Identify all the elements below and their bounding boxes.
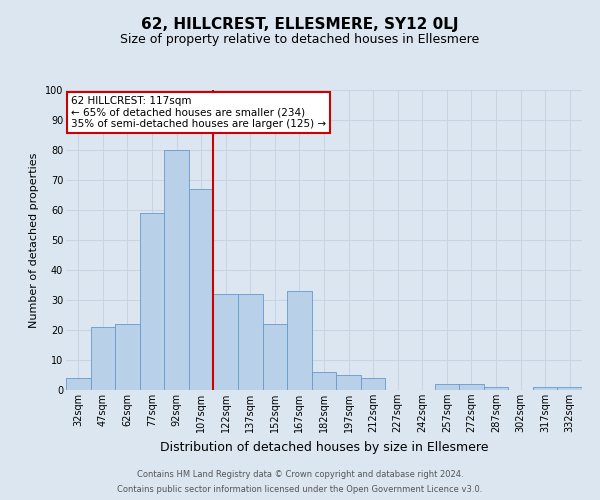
Bar [189,189,214,390]
Bar [361,378,385,390]
Text: Contains public sector information licensed under the Open Government Licence v3: Contains public sector information licen… [118,485,482,494]
Bar [459,384,484,390]
Bar [287,291,312,390]
Text: 62, HILLCREST, ELLESMERE, SY12 0LJ: 62, HILLCREST, ELLESMERE, SY12 0LJ [141,18,459,32]
Bar [336,375,361,390]
Text: Contains HM Land Registry data © Crown copyright and database right 2024.: Contains HM Land Registry data © Crown c… [137,470,463,479]
Bar [140,213,164,390]
Bar [484,387,508,390]
Bar [533,387,557,390]
Bar [91,327,115,390]
X-axis label: Distribution of detached houses by size in Ellesmere: Distribution of detached houses by size … [160,440,488,454]
Text: Size of property relative to detached houses in Ellesmere: Size of property relative to detached ho… [121,32,479,46]
Bar [238,294,263,390]
Bar [557,387,582,390]
Bar [263,324,287,390]
Bar [164,150,189,390]
Bar [434,384,459,390]
Y-axis label: Number of detached properties: Number of detached properties [29,152,39,328]
Bar [115,324,140,390]
Bar [312,372,336,390]
Bar [66,378,91,390]
Text: 62 HILLCREST: 117sqm
← 65% of detached houses are smaller (234)
35% of semi-deta: 62 HILLCREST: 117sqm ← 65% of detached h… [71,96,326,129]
Bar [214,294,238,390]
